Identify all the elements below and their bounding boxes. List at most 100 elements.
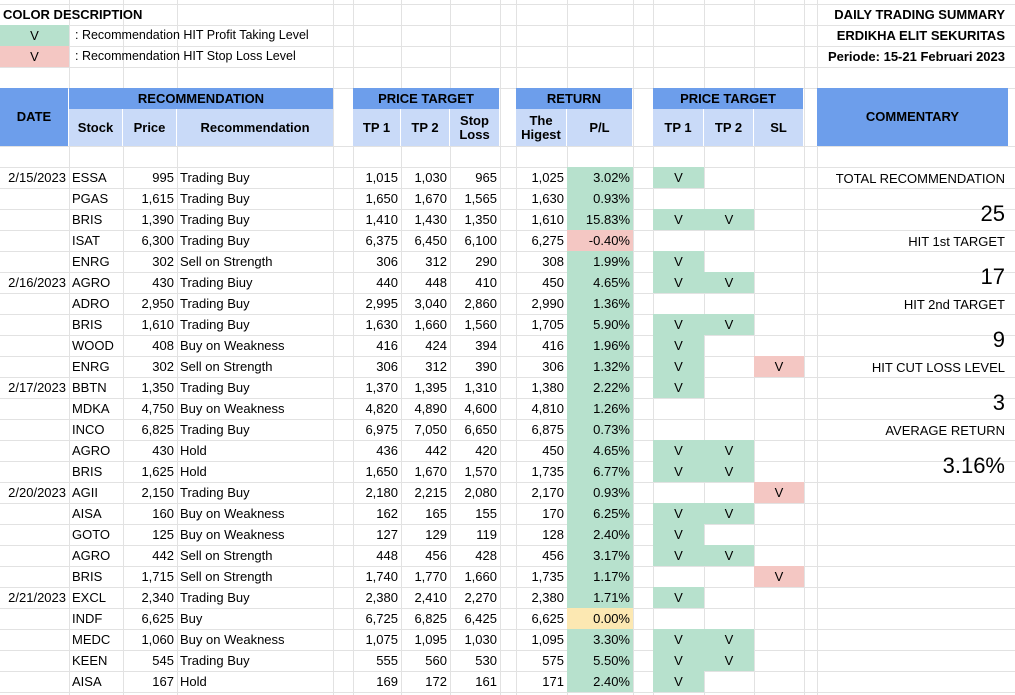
hit-sl-cell[interactable] — [754, 335, 804, 356]
tp1-cell[interactable]: 6,375 — [365, 233, 398, 248]
hit-tp2-cell[interactable] — [704, 230, 754, 251]
tp2-cell[interactable]: 1,660 — [414, 317, 447, 332]
stop-loss-cell[interactable]: 2,860 — [464, 296, 497, 311]
hit-tp1-cell[interactable] — [653, 566, 704, 587]
tp1-cell[interactable]: 1,650 — [365, 464, 398, 479]
stop-loss-cell[interactable]: 2,270 — [464, 590, 497, 605]
price-cell[interactable]: 1,610 — [141, 317, 174, 332]
stop-loss-cell[interactable]: 6,100 — [464, 233, 497, 248]
tp1-cell[interactable]: 2,995 — [365, 296, 398, 311]
tp1-cell[interactable]: 555 — [376, 653, 398, 668]
hit-tp1-cell[interactable]: V — [653, 314, 704, 335]
hit-sl-cell[interactable] — [754, 167, 804, 188]
price-cell[interactable]: 302 — [152, 359, 174, 374]
price-cell[interactable]: 6,625 — [141, 611, 174, 626]
tp1-cell[interactable]: 416 — [376, 338, 398, 353]
recommendation-cell[interactable]: Hold — [180, 674, 207, 689]
highest-cell[interactable]: 575 — [542, 653, 564, 668]
stock-cell[interactable]: BRIS — [72, 464, 103, 479]
price-cell[interactable]: 995 — [152, 170, 174, 185]
tp1-cell[interactable]: 1,370 — [365, 380, 398, 395]
price-cell[interactable]: 1,390 — [141, 212, 174, 227]
price-cell[interactable]: 1,615 — [141, 191, 174, 206]
stock-cell[interactable]: MEDC — [72, 632, 111, 647]
tp2-cell[interactable]: 1,670 — [414, 191, 447, 206]
hit-tp2-cell[interactable] — [704, 377, 754, 398]
date-cell[interactable] — [0, 251, 69, 272]
stop-loss-cell[interactable]: 1,660 — [464, 569, 497, 584]
price-cell[interactable]: 1,060 — [141, 632, 174, 647]
hit-tp2-cell[interactable] — [704, 524, 754, 545]
hit-tp2-cell[interactable]: V — [704, 629, 754, 650]
date-cell[interactable]: 2/16/2023 — [8, 275, 66, 290]
price-cell[interactable]: 4,750 — [141, 401, 174, 416]
tp2-cell[interactable]: 1,395 — [414, 380, 447, 395]
price-cell[interactable]: 430 — [152, 443, 174, 458]
hit-tp1-cell[interactable]: V — [653, 545, 704, 566]
price-cell[interactable]: 2,150 — [141, 485, 174, 500]
date-cell[interactable] — [0, 209, 69, 230]
stop-loss-cell[interactable]: 428 — [475, 548, 497, 563]
stock-cell[interactable]: EXCL — [72, 590, 106, 605]
tp1-cell[interactable]: 1,650 — [365, 191, 398, 206]
stock-cell[interactable]: BRIS — [72, 317, 103, 332]
price-cell[interactable]: 125 — [152, 527, 174, 542]
highest-cell[interactable]: 1,705 — [531, 317, 564, 332]
hit-tp1-cell[interactable]: V — [653, 629, 704, 650]
hit-tp1-cell[interactable]: V — [653, 335, 704, 356]
recommendation-cell[interactable]: Trading Buy — [180, 422, 250, 437]
date-cell[interactable]: 2/20/2023 — [8, 485, 66, 500]
tp2-cell[interactable]: 172 — [425, 674, 447, 689]
tp1-cell[interactable]: 306 — [376, 359, 398, 374]
hit-sl-cell[interactable] — [754, 209, 804, 230]
pl-cell[interactable]: -0.40% — [567, 230, 633, 251]
tp2-cell[interactable]: 1,095 — [414, 632, 447, 647]
recommendation-cell[interactable]: Trading Buy — [180, 485, 250, 500]
price-cell[interactable]: 1,625 — [141, 464, 174, 479]
date-cell[interactable] — [0, 335, 69, 356]
date-cell[interactable] — [0, 356, 69, 377]
recommendation-cell[interactable]: Trading Buy — [180, 170, 250, 185]
highest-cell[interactable]: 6,875 — [531, 422, 564, 437]
hit-sl-cell[interactable] — [754, 503, 804, 524]
hit-sl-cell[interactable] — [754, 524, 804, 545]
date-cell[interactable] — [0, 650, 69, 671]
recommendation-cell[interactable]: Sell on Strength — [180, 359, 273, 374]
stock-cell[interactable]: INCO — [72, 422, 105, 437]
hit-tp1-cell[interactable]: V — [653, 209, 704, 230]
tp1-cell[interactable]: 162 — [376, 506, 398, 521]
date-cell[interactable] — [0, 608, 69, 629]
stock-cell[interactable]: BRIS — [72, 569, 103, 584]
tp1-cell[interactable]: 1,015 — [365, 170, 398, 185]
hit-tp1-cell[interactable]: V — [653, 377, 704, 398]
highest-cell[interactable]: 456 — [542, 548, 564, 563]
recommendation-cell[interactable]: Trading Biuy — [180, 275, 253, 290]
stock-cell[interactable]: WOOD — [72, 338, 114, 353]
recommendation-cell[interactable]: Trading Buy — [180, 233, 250, 248]
tp2-cell[interactable]: 6,450 — [414, 233, 447, 248]
date-cell[interactable] — [0, 545, 69, 566]
hit-sl-cell[interactable] — [754, 440, 804, 461]
tp1-cell[interactable]: 448 — [376, 548, 398, 563]
stock-cell[interactable]: PGAS — [72, 191, 109, 206]
hit-sl-cell[interactable] — [754, 419, 804, 440]
pl-cell[interactable]: 0.93% — [567, 482, 633, 503]
tp2-cell[interactable]: 2,215 — [414, 485, 447, 500]
tp1-cell[interactable]: 440 — [376, 275, 398, 290]
pl-cell[interactable]: 0.93% — [567, 188, 633, 209]
stock-cell[interactable]: INDF — [72, 611, 103, 626]
stock-cell[interactable]: ENRG — [72, 359, 110, 374]
recommendation-cell[interactable]: Sell on Strength — [180, 569, 273, 584]
stock-cell[interactable]: BBTN — [72, 380, 107, 395]
stop-loss-cell[interactable]: 4,600 — [464, 401, 497, 416]
hit-tp2-cell[interactable] — [704, 335, 754, 356]
hit-tp2-cell[interactable] — [704, 251, 754, 272]
hit-tp2-cell[interactable] — [704, 482, 754, 503]
recommendation-cell[interactable]: Sell on Strength — [180, 548, 273, 563]
hit-sl-cell[interactable] — [754, 188, 804, 209]
tp2-cell[interactable]: 424 — [425, 338, 447, 353]
stock-cell[interactable]: ADRO — [72, 296, 110, 311]
price-cell[interactable]: 160 — [152, 506, 174, 521]
tp1-cell[interactable]: 169 — [376, 674, 398, 689]
